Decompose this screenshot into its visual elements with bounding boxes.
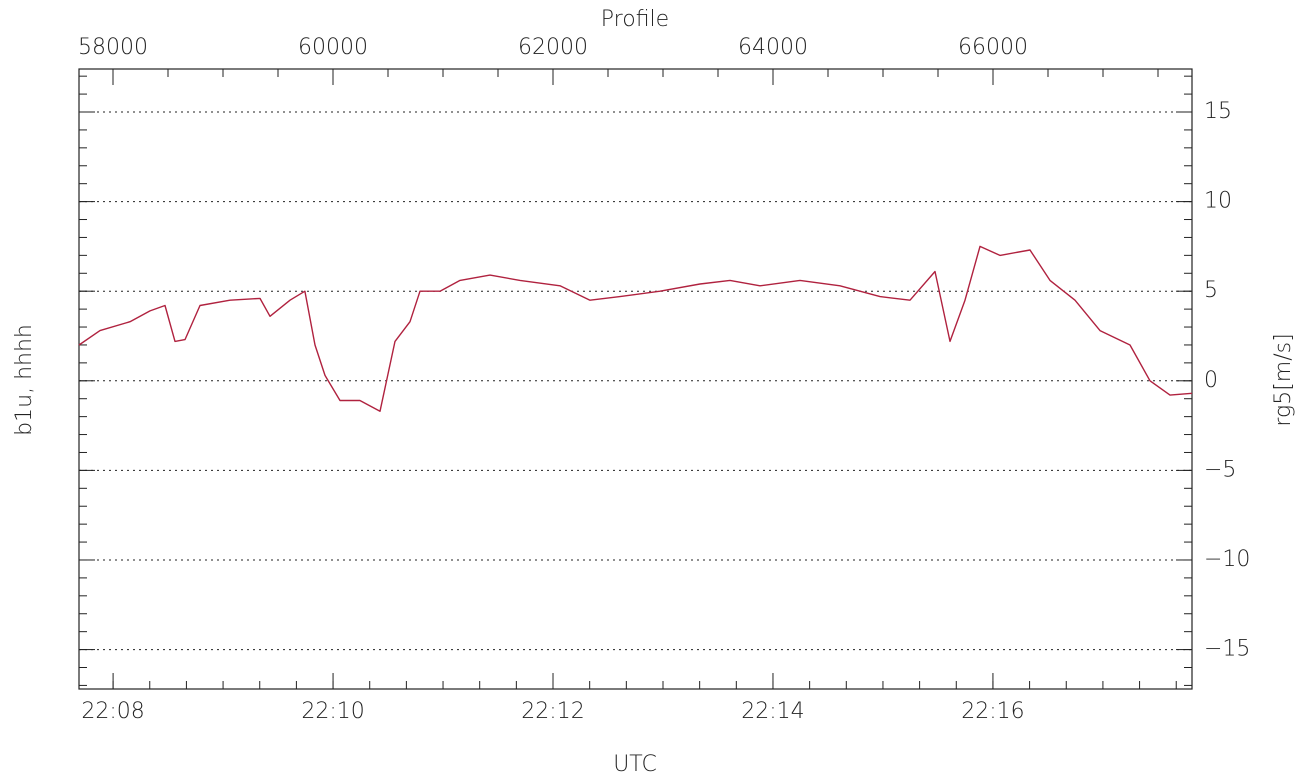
y2-tick-label: 5 [1204, 278, 1218, 303]
y2-tick-label: 10 [1204, 189, 1232, 214]
top-tick-label: 58000 [78, 35, 148, 60]
data-line [78, 245, 1193, 412]
top-tick-label: 64000 [738, 35, 808, 60]
y2-tick-label: −5 [1204, 457, 1236, 482]
top-axis-title: Profile [601, 7, 669, 32]
x-tick-label: 22:14 [741, 699, 804, 724]
y2-tick-label: −15 [1204, 637, 1250, 662]
x-tick-label: 22:12 [521, 699, 584, 724]
y2-tick-label: 0 [1204, 368, 1218, 393]
plot-frame [78, 68, 1193, 690]
y2-tick-label: 15 [1204, 99, 1232, 124]
x-tick-label: 22:16 [961, 699, 1024, 724]
y-axis-title: b1u, hhhh [12, 324, 37, 436]
x-tick-label: 22:08 [81, 699, 144, 724]
y2-tick-label: −10 [1204, 547, 1250, 572]
x-axis-title: UTC [613, 752, 657, 777]
top-tick-label: 62000 [518, 35, 588, 60]
y2-axis-title: rg5[m/s] [1271, 333, 1296, 426]
x-tick-label: 22:10 [301, 699, 364, 724]
top-tick-label: 60000 [298, 35, 368, 60]
top-tick-label: 66000 [958, 35, 1028, 60]
